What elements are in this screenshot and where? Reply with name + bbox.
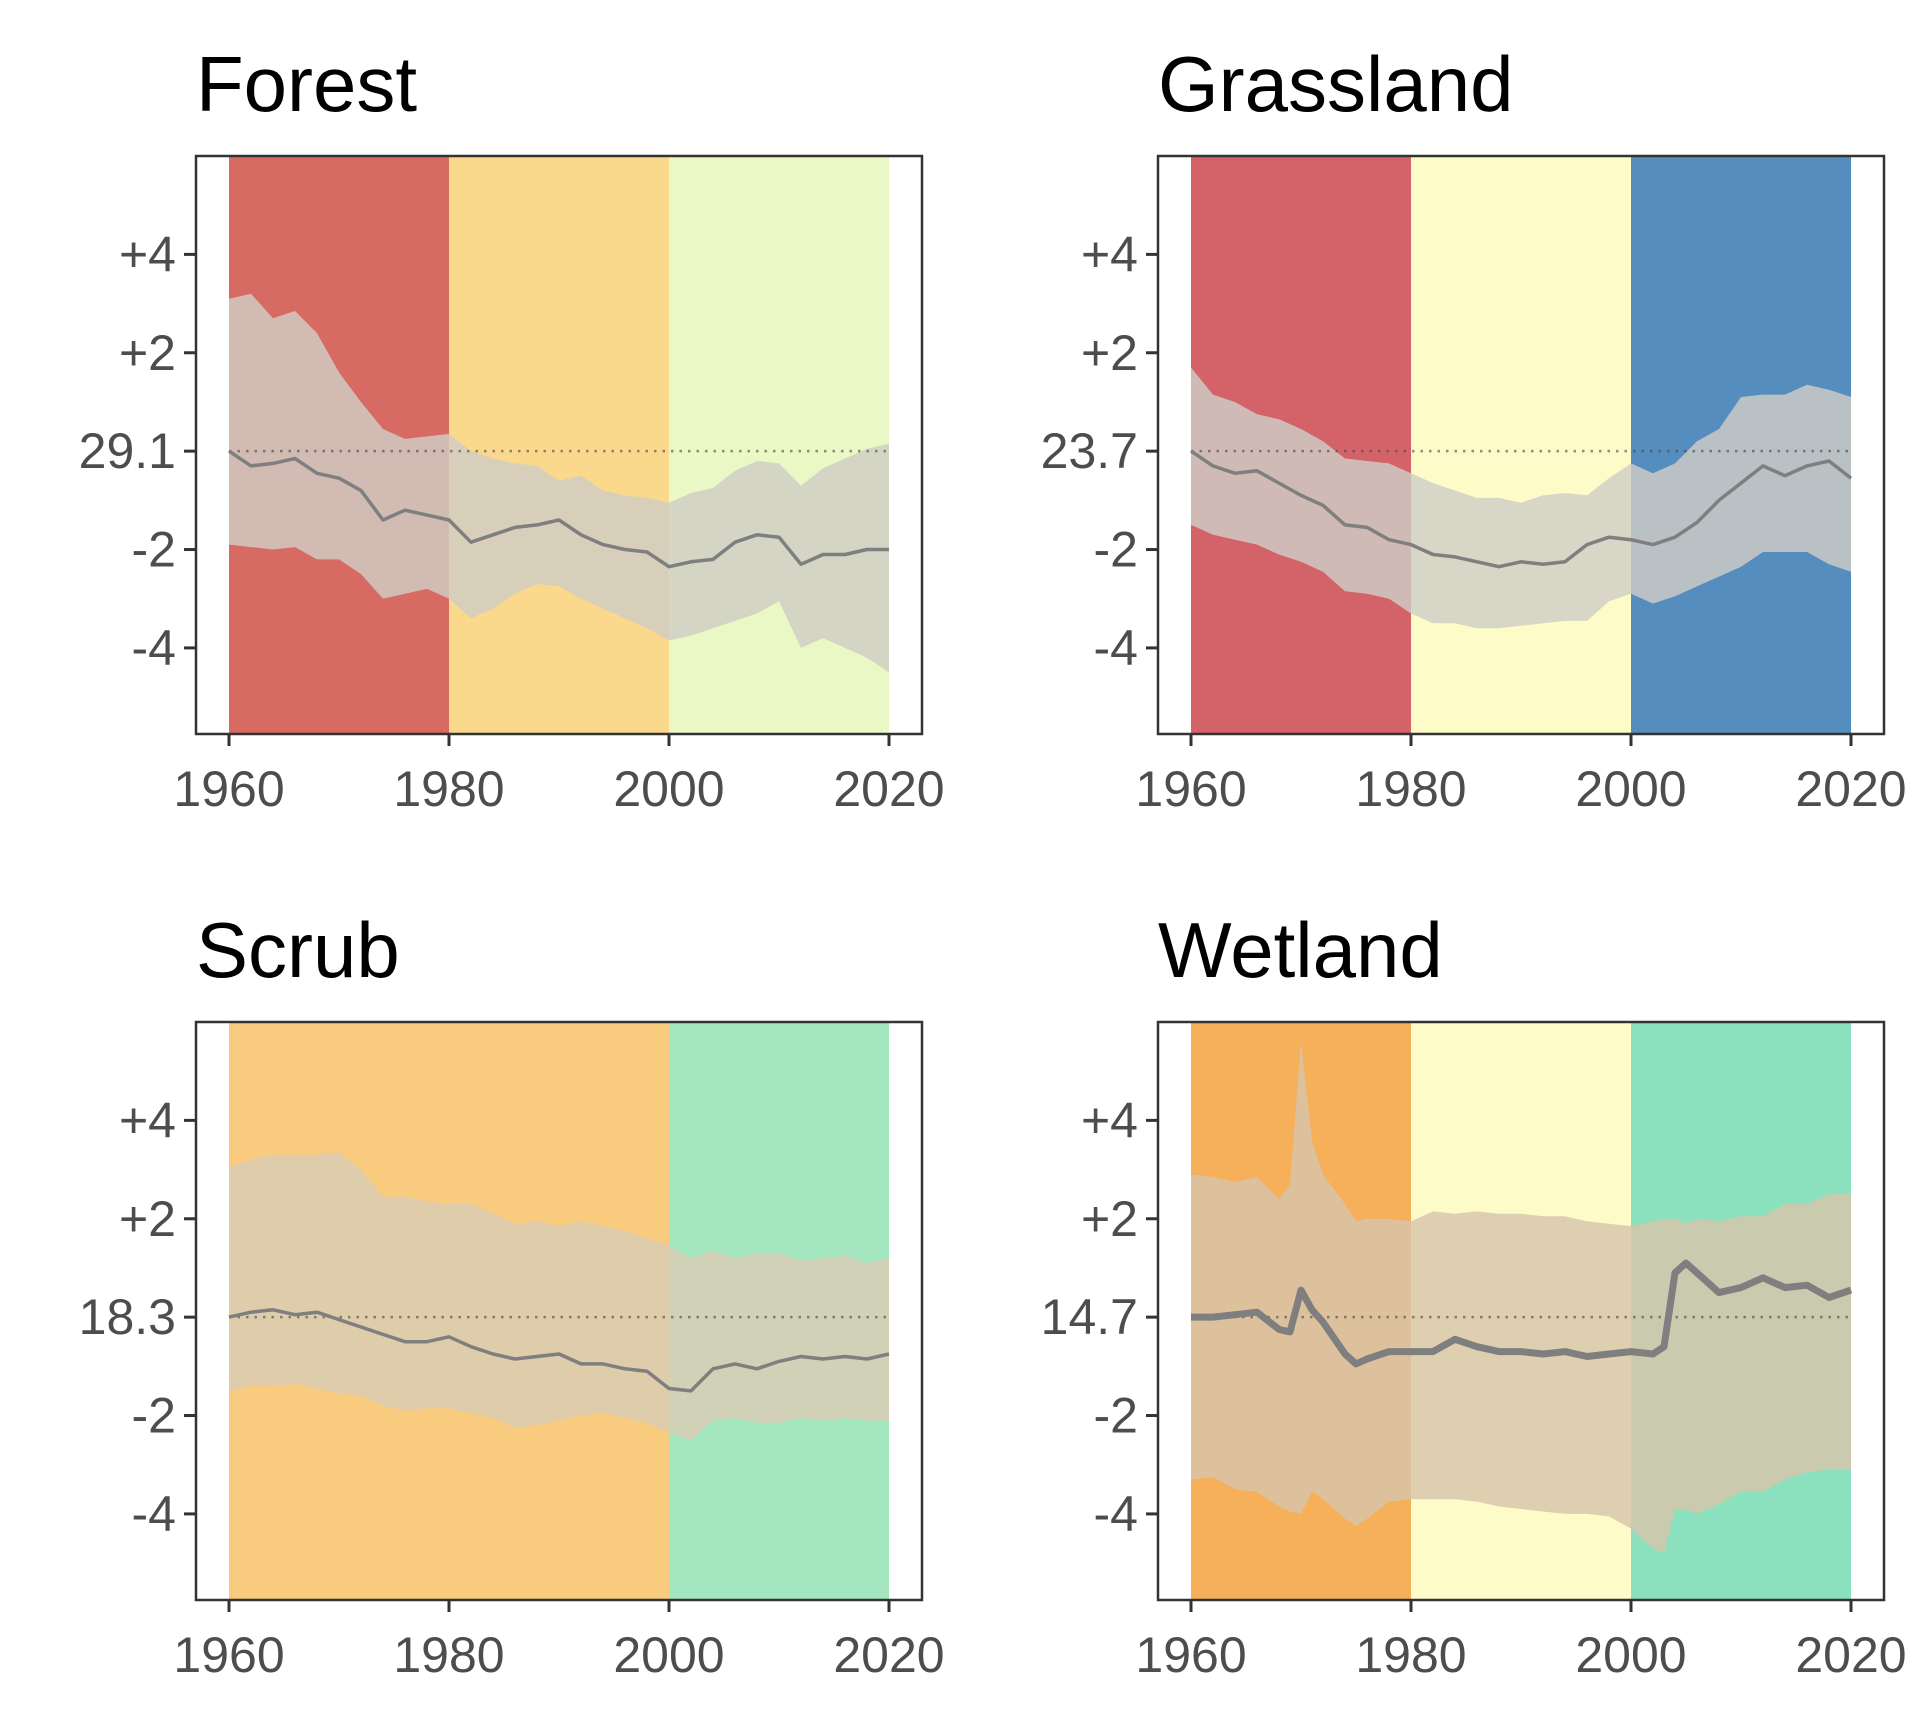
x-tick-label: 1980 (1355, 761, 1466, 817)
panel-title: Scrub (196, 906, 400, 994)
x-tick-label: 1960 (173, 761, 284, 817)
y-tick-label: -2 (1094, 522, 1138, 578)
x-tick-label: 2020 (1795, 1627, 1906, 1683)
panel-scrub: Scrub +4 +2 18.3 -2 -4 1960 1980 2000 2020 (79, 906, 945, 1683)
y-tick-label: -4 (132, 1486, 176, 1542)
y-tick-label: +4 (119, 1092, 176, 1148)
y-tick-label: -2 (132, 522, 176, 578)
trend-line (228, 1308, 890, 1393)
uncertainty-band (1191, 367, 1851, 629)
y-tick-label: -2 (132, 1388, 176, 1444)
y-tick-label: -2 (1094, 1388, 1138, 1444)
uncertainty-band (229, 1152, 889, 1441)
x-tick-label: 2020 (833, 761, 944, 817)
panel-title: Forest (196, 40, 417, 128)
panel-forest: Forest +4 +2 29.1 -2 -4 1960 1980 2000 2020 (79, 40, 945, 817)
y-tick-label: +4 (119, 226, 176, 282)
y-tick-label: +4 (1081, 1092, 1138, 1148)
x-tick-label: 2000 (1575, 1627, 1686, 1683)
x-tick-label: 1980 (393, 761, 504, 817)
plot-area: +4 +2 18.3 -2 -4 1960 1980 2000 2020 (79, 1020, 945, 1683)
trend-line (228, 449, 889, 569)
y-tick-label: 29.1 (79, 423, 176, 479)
panel-title: Grassland (1158, 40, 1514, 128)
x-tick-label: 1960 (1135, 1627, 1246, 1683)
x-tick-label: 1960 (173, 1627, 284, 1683)
x-tick-label: 2020 (1795, 761, 1906, 817)
plot-frame (194, 1020, 924, 1602)
x-tick-label: 2000 (613, 1627, 724, 1683)
x-tick-label: 2020 (833, 1627, 944, 1683)
x-tick-label: 2000 (1575, 761, 1686, 817)
x-tick-label: 2000 (613, 761, 724, 817)
period-band-2 (449, 156, 669, 734)
y-tick-label: +2 (1081, 325, 1138, 381)
y-tick-label: -4 (1094, 620, 1138, 676)
period-band-2 (1411, 156, 1631, 734)
x-tick-label: 1980 (1355, 1627, 1466, 1683)
y-tick-label: +2 (119, 325, 176, 381)
y-tick-label: -4 (1094, 1486, 1138, 1542)
uncertainty-band (229, 293, 889, 673)
plot-area: +4 +2 29.1 -2 -4 1960 1980 2000 2020 (79, 154, 945, 817)
plot-frame (194, 154, 924, 736)
y-tick-label: -4 (132, 620, 176, 676)
plot-frame (1156, 1020, 1886, 1602)
x-tick-label: 1960 (1135, 761, 1246, 817)
panel-title: Wetland (1158, 906, 1443, 994)
plot-area: +4 +2 23.7 -2 -4 1960 1980 2000 2020 (1041, 154, 1907, 817)
plot-area: +4 +2 14.7 -2 -4 1960 1980 2000 2020 (1041, 1020, 1907, 1683)
panel-grassland: Grassland +4 +2 23.7 -2 -4 1960 1980 2000 2020 (1041, 40, 1907, 817)
x-tick-label: 1980 (393, 1627, 504, 1683)
y-tick-label: 14.7 (1041, 1289, 1138, 1345)
y-tick-label: +4 (1081, 226, 1138, 282)
trend-line (1191, 1259, 1853, 1368)
y-tick-label: +2 (119, 1191, 176, 1247)
y-tick-label: 23.7 (1041, 423, 1138, 479)
y-tick-label: +2 (1081, 1191, 1138, 1247)
y-tick-label: 18.3 (79, 1289, 176, 1345)
trend-line (1190, 449, 1853, 569)
panel-wetland: Wetland +4 +2 14.7 -2 -4 1960 1980 2000 2020 (1041, 906, 1907, 1683)
plot-frame (1156, 154, 1886, 736)
uncertainty-band (1191, 1041, 1851, 1554)
